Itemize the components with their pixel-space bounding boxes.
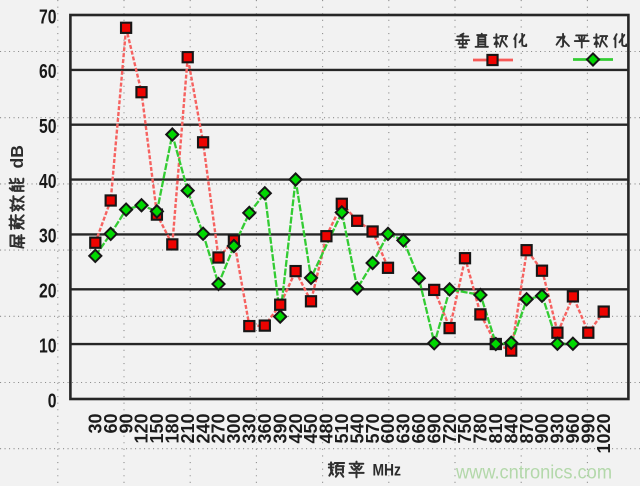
svg-text:990: 990 [579,414,599,444]
svg-text:70: 70 [39,6,57,28]
svg-text:240: 240 [193,414,213,444]
svg-text:MHz: MHz [373,461,402,480]
svg-text:60: 60 [101,414,121,434]
svg-text:420: 420 [286,414,306,444]
svg-text:870: 870 [517,414,537,444]
svg-text:330: 330 [240,414,260,444]
svg-text:630: 630 [394,414,414,444]
svg-text:30: 30 [39,226,57,248]
svg-text:300: 300 [224,414,244,444]
svg-text:450: 450 [301,414,321,444]
svg-text:40: 40 [39,171,57,193]
svg-text:660: 660 [409,414,429,444]
svg-text:1020: 1020 [594,414,614,454]
svg-text:120: 120 [132,414,152,444]
svg-text:960: 960 [563,414,583,444]
svg-text:270: 270 [209,414,229,444]
svg-text:150: 150 [147,414,167,444]
svg-text:690: 690 [424,414,444,444]
svg-text:750: 750 [455,414,475,444]
svg-text:dB: dB [7,145,27,168]
svg-text:390: 390 [270,414,290,444]
svg-text:900: 900 [532,414,552,444]
svg-text:180: 180 [163,414,183,444]
svg-text:540: 540 [347,414,367,444]
svg-text:210: 210 [178,414,198,444]
svg-text:360: 360 [255,414,275,444]
svg-text:810: 810 [486,414,506,444]
svg-text:0: 0 [48,390,57,412]
svg-text:480: 480 [317,414,337,444]
svg-text:60: 60 [39,61,57,83]
svg-text:20: 20 [39,281,57,303]
svg-text:30: 30 [86,414,106,434]
svg-text:90: 90 [116,414,136,434]
svg-text:780: 780 [471,414,491,444]
svg-text:510: 510 [332,414,352,444]
svg-text:720: 720 [440,414,460,444]
svg-text:600: 600 [378,414,398,444]
svg-text:50: 50 [39,116,57,138]
svg-text:930: 930 [548,414,568,444]
svg-text:840: 840 [501,414,521,444]
svg-text:www.cntronics.com: www.cntronics.com [455,462,612,484]
svg-text:570: 570 [363,414,383,444]
svg-text:10: 10 [39,335,57,357]
